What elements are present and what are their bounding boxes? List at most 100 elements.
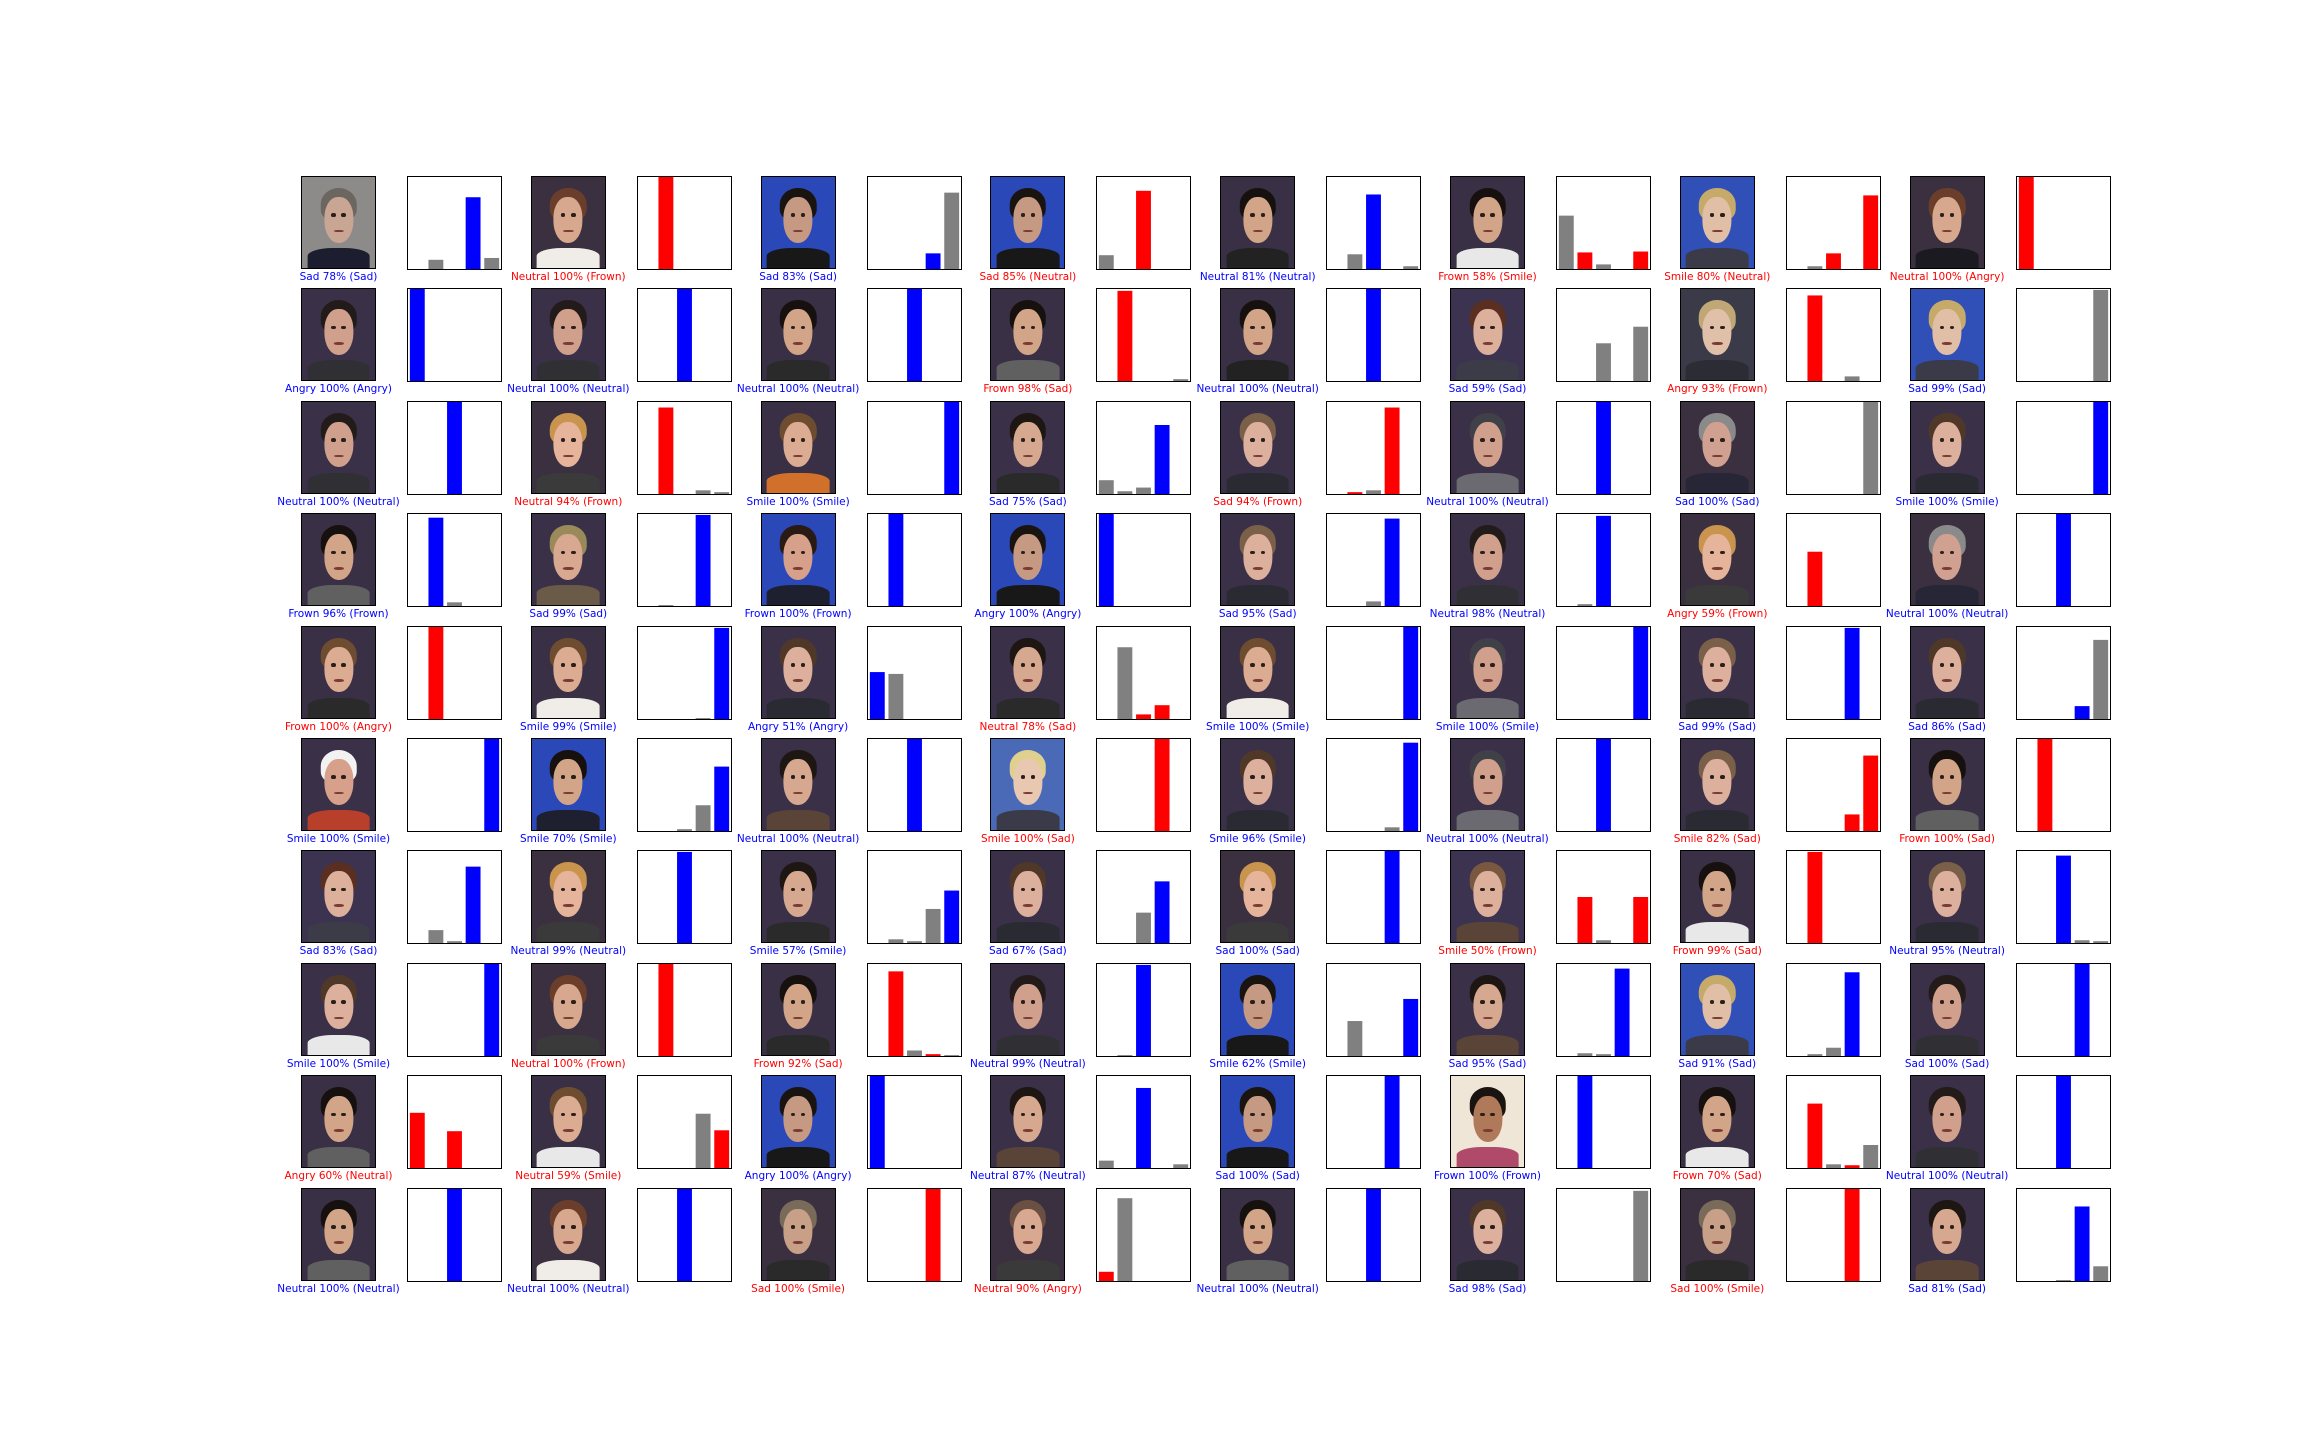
prediction-caption: Neutral 99% (Neutral) bbox=[970, 1057, 1086, 1070]
probability-bar-chart bbox=[636, 625, 732, 720]
face-image bbox=[1450, 625, 1525, 719]
bar-frown bbox=[888, 673, 903, 719]
probability-bar-chart bbox=[1785, 1187, 1881, 1282]
bar-neutral bbox=[1136, 913, 1152, 944]
bar-chart-frame bbox=[636, 176, 732, 270]
bar-chart-frame bbox=[1326, 513, 1422, 608]
bar-frown bbox=[428, 930, 444, 944]
bar-neutral bbox=[1136, 964, 1152, 1056]
face-image bbox=[1220, 1187, 1296, 1281]
bar-chart-frame bbox=[1096, 288, 1192, 383]
prediction-caption: Neutral 100% (Neutral) bbox=[736, 383, 860, 396]
bar-chart-frame bbox=[866, 1187, 962, 1282]
prediction-caption: Neutral 100% (Neutral) bbox=[1885, 1170, 2009, 1183]
prediction-caption: Smile 82% (Sad) bbox=[1673, 833, 1761, 845]
bar-angry bbox=[1099, 479, 1115, 494]
bar-chart-frame bbox=[1785, 850, 1881, 945]
prediction-caption: Smile 57% (Smile) bbox=[749, 945, 847, 958]
prediction-caption: Frown 70% (Sad) bbox=[1672, 1170, 1762, 1183]
prediction-caption: Sad 83% (Sad) bbox=[299, 945, 378, 958]
bar-neutral bbox=[447, 941, 462, 944]
probability-bar-chart bbox=[1326, 1075, 1422, 1170]
probability-bar-chart bbox=[1785, 738, 1881, 832]
probability-bar-chart bbox=[636, 288, 732, 383]
bar-angry bbox=[869, 671, 885, 719]
face-image bbox=[301, 400, 376, 494]
prediction-caption: Frown 99% (Sad) bbox=[1672, 945, 1762, 958]
face-image bbox=[990, 1187, 1066, 1281]
bar-smile bbox=[1863, 755, 1878, 831]
bar-chart-frame bbox=[2015, 738, 2111, 832]
face-image bbox=[301, 850, 376, 944]
bar-smile bbox=[1633, 897, 1649, 944]
face-image bbox=[301, 1187, 376, 1281]
probability-bar-chart bbox=[636, 1075, 732, 1170]
probability-bar-chart bbox=[1096, 513, 1192, 608]
bar-angry bbox=[409, 1112, 425, 1169]
bar-chart-frame bbox=[1096, 400, 1192, 495]
face-image bbox=[760, 400, 836, 494]
bar-chart-frame bbox=[1326, 850, 1422, 945]
bar-neutral bbox=[676, 1188, 692, 1281]
prediction-caption: Neutral 100% (Neutral) bbox=[1885, 608, 2009, 621]
probability-bar-chart bbox=[866, 850, 962, 945]
prediction-caption: Smile 62% (Smile) bbox=[1209, 1057, 1306, 1070]
probability-bar-chart bbox=[1326, 513, 1422, 608]
bar-frown bbox=[1807, 551, 1823, 607]
bar-frown bbox=[1117, 291, 1133, 382]
bar-frown bbox=[1347, 1020, 1363, 1056]
prediction-caption: Smile 96% (Smile) bbox=[1209, 833, 1306, 845]
prediction-caption: Frown 98% (Sad) bbox=[983, 383, 1073, 396]
face-image bbox=[1450, 962, 1525, 1056]
bar-neutral bbox=[1596, 516, 1611, 607]
probability-bar-chart bbox=[1326, 738, 1422, 832]
probability-bar-chart bbox=[866, 288, 962, 383]
face-image bbox=[760, 513, 836, 607]
bar-frown bbox=[658, 177, 674, 269]
face-image bbox=[1679, 962, 1755, 1056]
bar-sad bbox=[925, 1053, 941, 1056]
probability-bar-chart bbox=[2015, 400, 2111, 495]
face-image bbox=[1679, 850, 1755, 944]
bar-sad bbox=[925, 253, 941, 269]
bar-chart-frame bbox=[2015, 962, 2111, 1057]
prediction-caption: Angry 93% (Frown) bbox=[1667, 383, 1768, 396]
face-image bbox=[530, 625, 606, 719]
face-image bbox=[990, 625, 1066, 719]
bar-smile bbox=[714, 627, 729, 719]
face-image bbox=[760, 738, 836, 831]
bar-frown bbox=[1807, 295, 1823, 382]
prediction-caption: Sad 95% (Sad) bbox=[1448, 1057, 1527, 1070]
prediction-caption: Sad 91% (Sad) bbox=[1678, 1057, 1757, 1070]
face-image bbox=[1220, 400, 1296, 494]
bar-frown bbox=[1807, 266, 1823, 269]
probability-bar-chart bbox=[866, 738, 962, 832]
probability-bar-chart bbox=[866, 513, 962, 608]
bar-smile bbox=[2092, 639, 2108, 719]
face-image bbox=[760, 625, 836, 719]
probability-bar-chart bbox=[1096, 288, 1192, 383]
bar-sad bbox=[695, 717, 711, 719]
bar-neutral bbox=[676, 852, 692, 944]
prediction-caption: Neutral 100% (Neutral) bbox=[507, 383, 630, 396]
bar-neutral bbox=[1596, 401, 1611, 494]
bar-sad bbox=[1844, 814, 1860, 831]
prediction-caption: Smile 100% (Smile) bbox=[1435, 720, 1540, 733]
prediction-caption: Sad 78% (Sad) bbox=[299, 271, 378, 283]
bar-neutral bbox=[1366, 601, 1382, 607]
probability-bar-chart bbox=[866, 962, 962, 1057]
bar-chart-frame bbox=[1096, 1187, 1192, 1282]
prediction-caption: Sad 100% (Smile) bbox=[751, 1282, 846, 1295]
face-image bbox=[301, 288, 376, 382]
prediction-caption: Frown 100% (Sad) bbox=[1899, 833, 1995, 845]
bar-frown bbox=[888, 939, 903, 944]
bar-smile bbox=[1633, 626, 1649, 719]
probability-bar-chart bbox=[1096, 176, 1192, 270]
probability-bar-chart bbox=[1785, 176, 1881, 270]
bar-chart-frame bbox=[407, 176, 502, 270]
bar-neutral bbox=[2055, 855, 2071, 944]
bar-sad bbox=[1844, 627, 1860, 719]
prediction-caption: Neutral 100% (Neutral) bbox=[507, 1282, 630, 1295]
face-image bbox=[530, 738, 606, 831]
prediction-caption: Neutral 99% (Neutral) bbox=[510, 945, 627, 958]
